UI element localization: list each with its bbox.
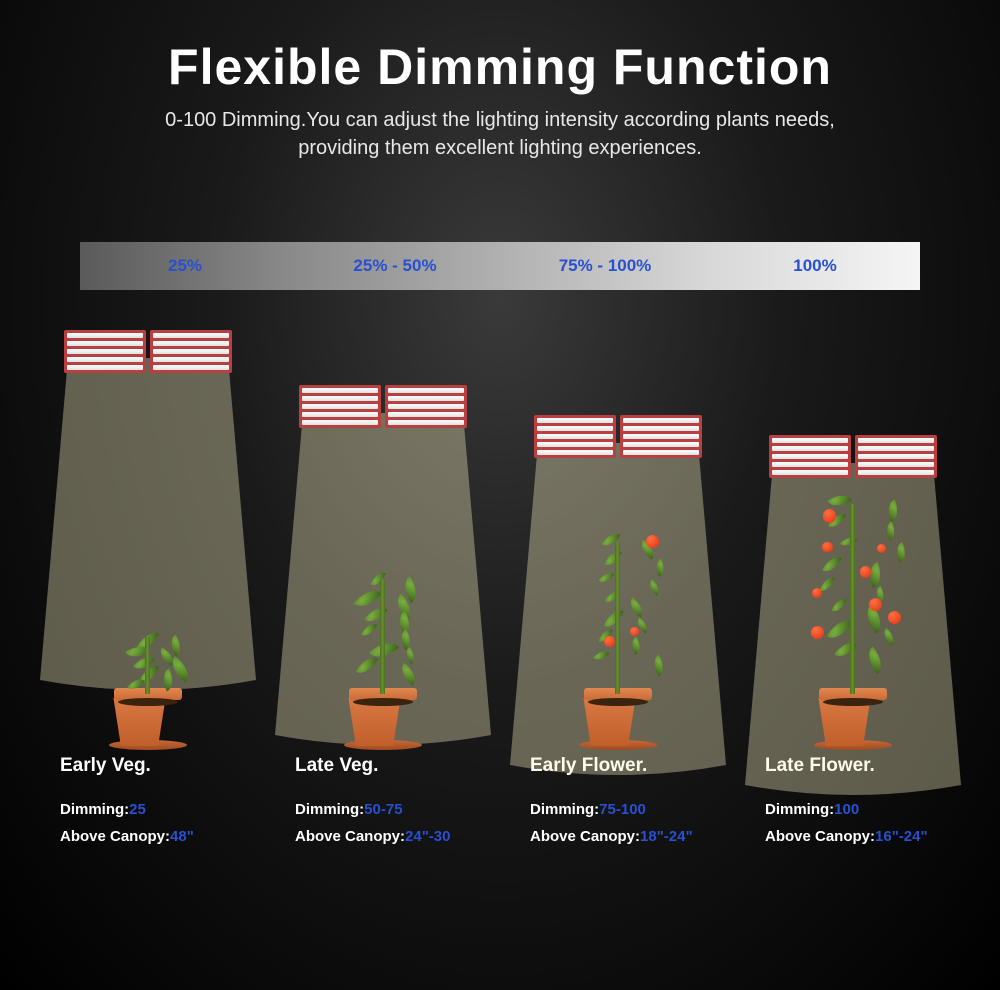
plant — [343, 574, 423, 750]
dimming-scale-bar: 25%25% - 50%75% - 100%100% — [80, 242, 920, 290]
page-subtitle: 0-100 Dimming.You can adjust the lightin… — [0, 106, 1000, 162]
dimming-stat: Dimming:100 — [765, 801, 970, 818]
led-light-panel — [528, 415, 708, 458]
scale-cell: 100% — [710, 256, 920, 276]
canopy-stat: Above Canopy:16"-24" — [765, 828, 970, 845]
canopy-stat: Above Canopy:24"-30 — [295, 828, 500, 845]
plant-pot — [814, 688, 892, 750]
stage-name: Late Veg. — [295, 755, 500, 777]
plant — [563, 534, 673, 750]
stage-labels: Early Flower. Dimming:75-100 Above Canopy:… — [500, 755, 735, 855]
led-light-panel — [763, 435, 943, 478]
scale-cell: 25% — [80, 256, 290, 276]
stage-name: Early Veg. — [60, 755, 265, 777]
dimming-stat: Dimming:50-75 — [295, 801, 500, 818]
labels-row: Early Veg.Dimming:25Above Canopy:48"Late… — [30, 755, 970, 855]
stage-labels: Early Veg. Dimming:25 Above Canopy:48" — [30, 755, 265, 855]
plant — [778, 494, 928, 750]
growth-stage — [735, 330, 970, 750]
plant-pot — [579, 688, 657, 750]
dimming-stat: Dimming:75-100 — [530, 801, 735, 818]
stage-labels: Late Flower. Dimming:100 Above Canopy:16"-… — [735, 755, 970, 855]
scale-cell: 75% - 100% — [500, 256, 710, 276]
dimming-stat: Dimming:25 — [60, 801, 265, 818]
growth-stage — [30, 330, 265, 750]
led-light-panel — [293, 385, 473, 428]
canopy-stat: Above Canopy:18"-24" — [530, 828, 735, 845]
header: Flexible Dimming Function 0-100 Dimming.… — [0, 0, 1000, 162]
plant-pot — [109, 688, 187, 750]
scale-cell: 25% - 50% — [290, 256, 500, 276]
canopy-stat: Above Canopy:48" — [60, 828, 265, 845]
plant — [109, 634, 187, 750]
stage-name: Early Flower. — [530, 755, 735, 777]
led-light-panel — [58, 330, 238, 373]
growth-stage — [265, 330, 500, 750]
stages-row — [30, 330, 970, 750]
page-title: Flexible Dimming Function — [0, 38, 1000, 96]
stage-labels: Late Veg. Dimming:50-75 Above Canopy:24"-3… — [265, 755, 500, 855]
stage-name: Late Flower. — [765, 755, 970, 777]
plant-pot — [344, 688, 422, 750]
growth-stage — [500, 330, 735, 750]
